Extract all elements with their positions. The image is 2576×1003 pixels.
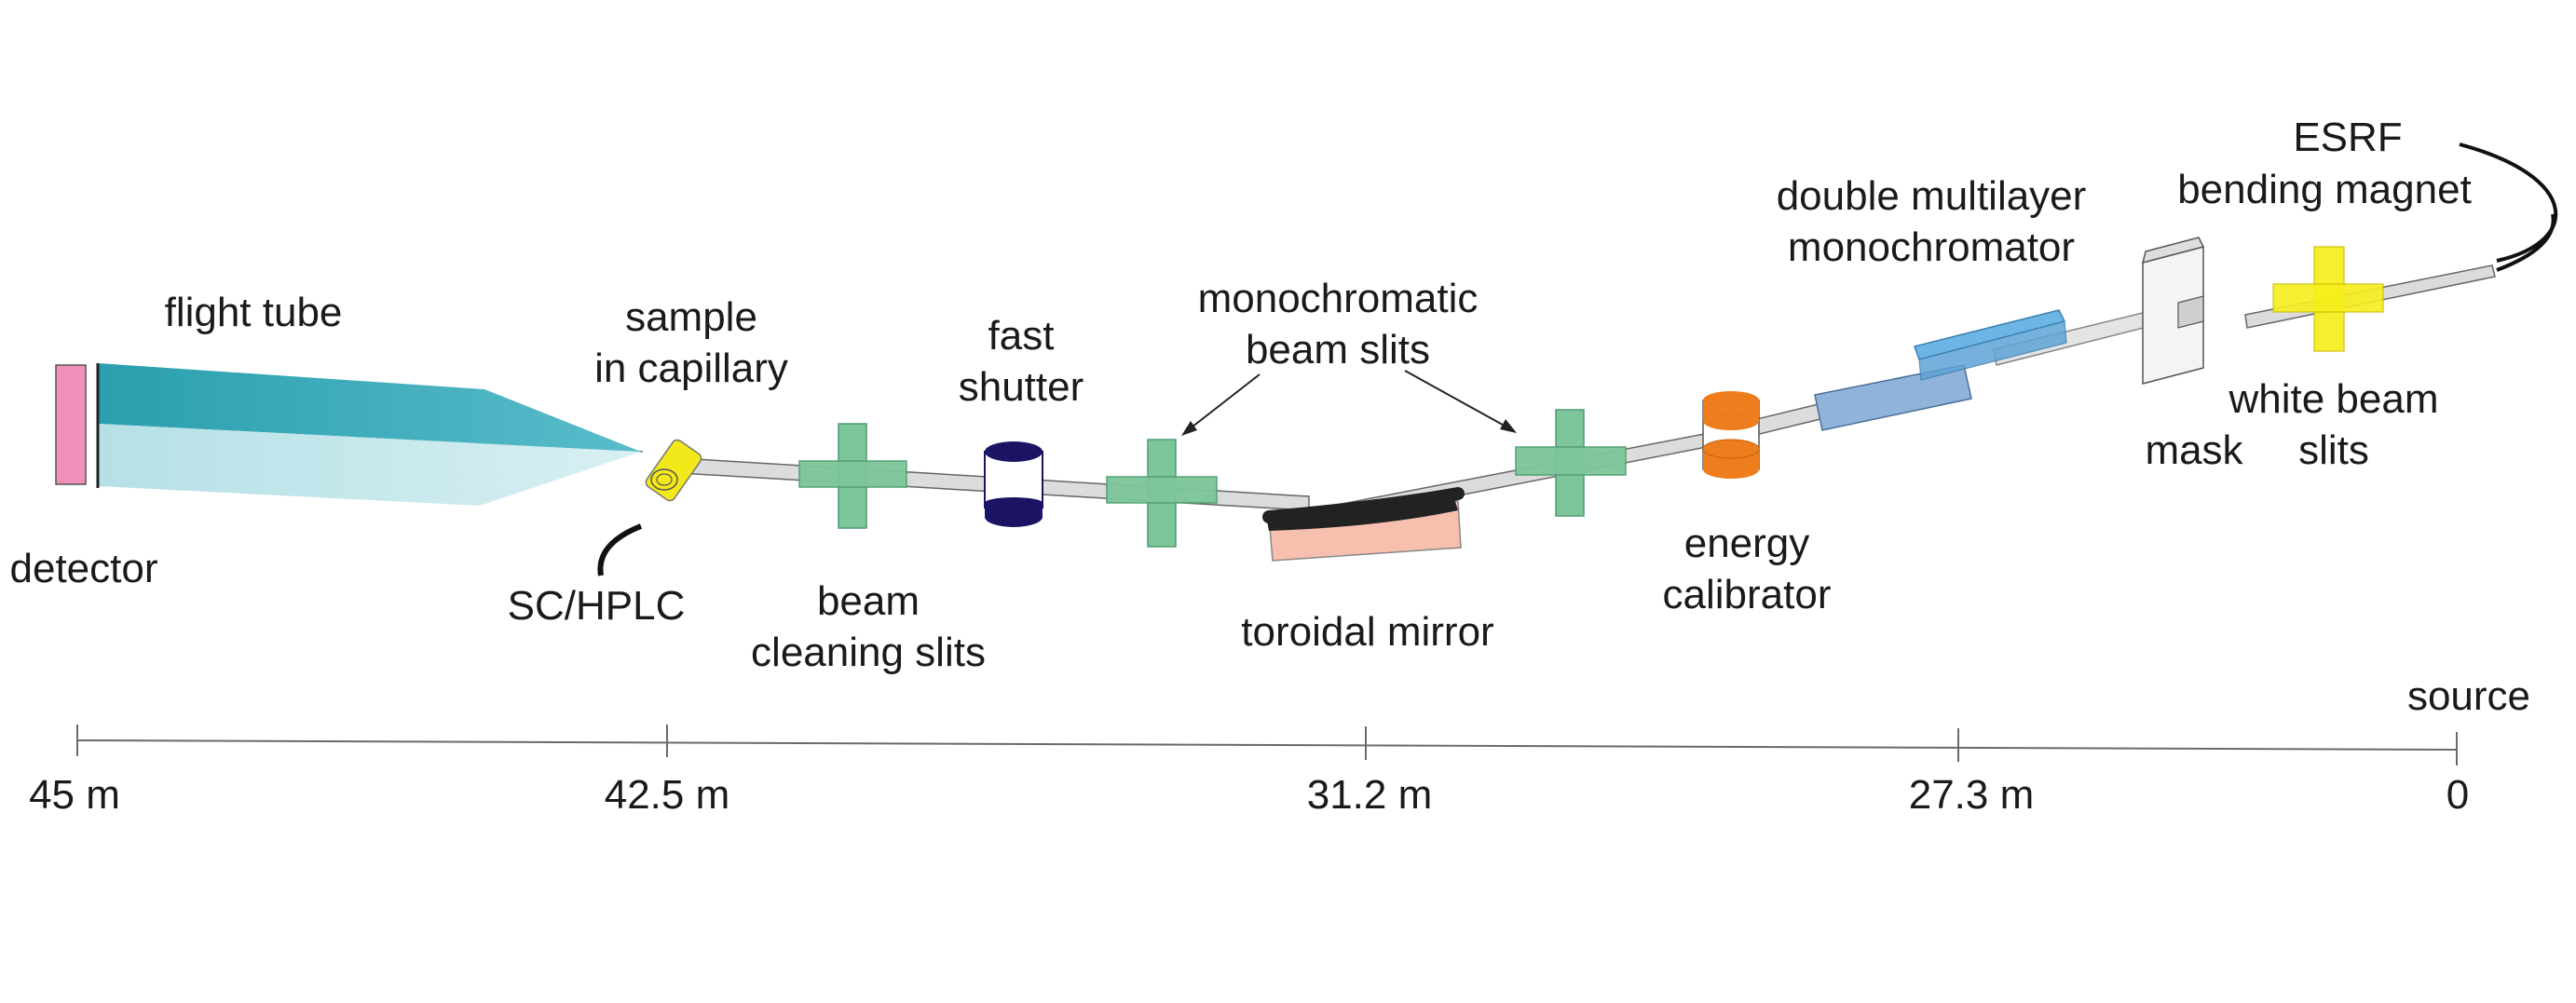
mono-slits-pointers [1181,370,1517,436]
flight-tube-top [98,363,641,452]
shutter-bottom-rim [985,497,1043,508]
scale-label-45m: 45 m [29,772,120,818]
labels: ESRF bending magnet double multilayer mo… [10,115,2531,818]
shutter-top [985,441,1043,462]
pointer-line-right [1404,370,1510,429]
double-multilayer-monochromator [1814,309,2067,431]
label-fast: fast [988,313,1055,359]
mask-top [2141,237,2205,264]
slit-blade-horizontal [1515,446,1627,476]
label-flight-tube: flight tube [165,290,343,335]
mono-slits-2 [1515,409,1627,517]
beam-cleaning-slits [798,423,907,529]
sc-hplc-tube [597,523,643,576]
slit-blade-horizontal [798,460,907,488]
label-source: source [2407,673,2530,719]
slit-blade-horizontal [2272,283,2384,313]
calibrator-top-band [1703,400,1759,430]
calibrator-bottom-band [1703,449,1759,479]
label-esrf: ESRF [2293,115,2402,160]
pointer-line-left [1187,373,1261,431]
mirror-bent-edge [1262,487,1465,523]
label-white-beam: white beam [2228,376,2438,422]
label-cleaning-slits: cleaning slits [751,630,986,675]
slit-blade-horizontal [1106,476,1218,504]
label-mask: mask [2145,427,2243,473]
scale-label-0: 0 [2447,772,2469,818]
scale-label-31-2m: 31.2 m [1307,772,1433,818]
label-detector: detector [10,546,158,591]
calibrator-bottom-rim [1702,439,1760,459]
scale-label-27-3m: 27.3 m [1909,772,2035,818]
fast-shutter [984,441,1043,527]
scale-axis [76,739,2458,751]
distance-scale [76,725,2458,766]
mask [2141,237,2205,385]
label-bending-magnet: bending magnet [2177,167,2472,212]
label-beam: beam [817,578,920,624]
flight-tube [96,363,641,506]
sample-capillary [597,439,702,576]
label-monochromatic: monochromatic [1198,276,1479,321]
label-in-capillary: in capillary [594,346,788,391]
pointer-head-left [1181,421,1197,436]
flight-tube-bottom [98,424,641,506]
storage-ring-arc-outer [2459,142,2558,263]
capillary-end [650,468,678,491]
pointer-head-right [1500,419,1517,433]
energy-calibrator [1702,391,1760,479]
label-double-multilayer: double multilayer [1777,173,2087,219]
mono-crystal-lower [1814,364,1972,431]
label-beam-slits: beam slits [1246,327,1430,373]
label-toroidal-mirror: toroidal mirror [1241,609,1493,655]
label-sc-hplc: SC/HPLC [508,583,686,629]
storage-ring-arc-inner [2496,213,2556,272]
label-sample: sample [625,294,757,340]
label-calibrator: calibrator [1663,572,1832,617]
capillary-holder [645,439,702,502]
label-energy: energy [1684,521,1810,566]
calibrator-top [1703,391,1759,410]
label-shutter: shutter [959,364,1084,410]
shutter-bottom [985,503,1043,527]
label-slits: slits [2298,427,2369,473]
mono-crystal-upper-side [1918,320,2067,381]
scale-label-42-5m: 42.5 m [605,772,730,818]
detector-plate [55,364,87,485]
mono-slits-1 [1106,439,1218,548]
mask-aperture [2177,295,2204,329]
capillary-ring [656,473,673,486]
toroidal-mirror [1262,487,1465,562]
white-beam-slits [2272,246,2384,352]
label-monochromator: monochromator [1788,224,2075,270]
